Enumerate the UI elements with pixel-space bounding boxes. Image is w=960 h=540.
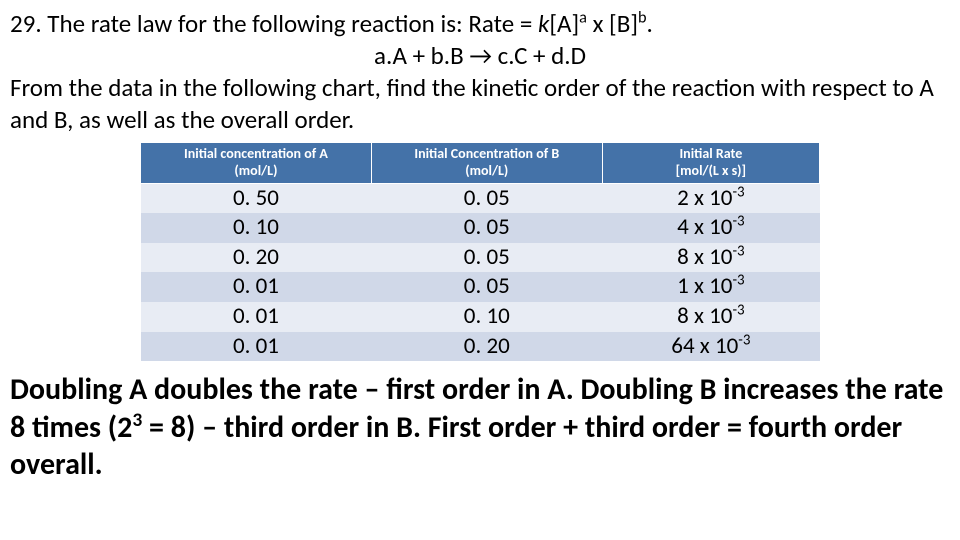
header-r-l2: [mol/(L x s)] xyxy=(676,162,746,179)
rate-exponent: -3 xyxy=(732,272,744,290)
cell-rate: 8 x 10-3 xyxy=(602,243,819,273)
cell-conc-a: 0. 10 xyxy=(141,213,372,243)
header-b-l1: Initial Concentration of B xyxy=(414,145,559,162)
table-row: 0. 010. 108 x 10-3 xyxy=(141,302,820,332)
rate-exponent: -3 xyxy=(738,331,750,349)
rate-exponent: -3 xyxy=(732,242,744,260)
cell-rate: 4 x 10-3 xyxy=(602,213,819,243)
cell-conc-a: 0. 20 xyxy=(141,243,372,273)
rate-exponent: -3 xyxy=(732,301,744,319)
q-mid2: x [B] xyxy=(587,8,638,39)
q-prefix: 29. The rate law for the following react… xyxy=(10,8,538,39)
table-row: 0. 200. 058 x 10-3 xyxy=(141,243,820,273)
cell-rate: 64 x 10-3 xyxy=(602,332,819,362)
rate-coef: 1 x 10 xyxy=(677,272,732,300)
table-row: 0. 010. 051 x 10-3 xyxy=(141,272,820,302)
answer-exp3: 3 xyxy=(132,408,142,432)
cell-conc-a: 0. 01 xyxy=(141,332,372,362)
cell-conc-a: 0. 01 xyxy=(141,272,372,302)
rate-constant-k: k xyxy=(538,8,549,39)
answer-part2: = 8) – third order in B. First order + t… xyxy=(10,409,902,484)
table-body: 0. 500. 052 x 10-30. 100. 054 x 10-30. 2… xyxy=(141,183,820,361)
cell-conc-b: 0. 10 xyxy=(371,302,602,332)
cell-conc-b: 0. 05 xyxy=(371,183,602,213)
table-row: 0. 500. 052 x 10-3 xyxy=(141,183,820,213)
rate-coef: 8 x 10 xyxy=(677,302,732,330)
header-col-b: Initial Concentration of B (mol/L) xyxy=(371,143,602,184)
cell-rate: 1 x 10-3 xyxy=(602,272,819,302)
rate-coef: 4 x 10 xyxy=(677,213,732,241)
exponent-a: a xyxy=(579,9,587,28)
header-a-l2: (mol/L) xyxy=(234,162,277,179)
cell-conc-b: 0. 05 xyxy=(371,243,602,273)
cell-conc-a: 0. 01 xyxy=(141,302,372,332)
question-line-1: 29. The rate law for the following react… xyxy=(10,8,950,40)
header-col-rate: Initial Rate [mol/(L x s)] xyxy=(602,143,819,184)
exponent-b: b xyxy=(638,9,647,28)
header-b-l2: (mol/L) xyxy=(465,162,508,179)
q-mid1: [A] xyxy=(549,8,579,39)
rate-coef: 2 x 10 xyxy=(677,184,732,212)
cell-conc-b: 0. 05 xyxy=(371,272,602,302)
cell-rate: 2 x 10-3 xyxy=(602,183,819,213)
rate-coef: 64 x 10 xyxy=(671,332,738,360)
table-row: 0. 010. 2064 x 10-3 xyxy=(141,332,820,362)
kinetics-data-table: Initial concentration of A (mol/L) Initi… xyxy=(140,142,820,361)
reaction-equation: a.A + b.B → c.C + d.D xyxy=(10,40,950,72)
table-row: 0. 100. 054 x 10-3 xyxy=(141,213,820,243)
cell-conc-a: 0. 50 xyxy=(141,183,372,213)
cell-conc-b: 0. 05 xyxy=(371,213,602,243)
rate-coef: 8 x 10 xyxy=(677,243,732,271)
rate-exponent: -3 xyxy=(732,213,744,231)
q-suffix: . xyxy=(647,8,653,39)
rate-exponent: -3 xyxy=(732,183,744,201)
header-col-a: Initial concentration of A (mol/L) xyxy=(141,143,372,184)
answer-text: Doubling A doubles the rate – first orde… xyxy=(10,371,950,484)
table-header-row: Initial concentration of A (mol/L) Initi… xyxy=(141,143,820,184)
question-line-3: From the data in the following chart, fi… xyxy=(10,72,950,136)
cell-conc-b: 0. 20 xyxy=(371,332,602,362)
question-block: 29. The rate law for the following react… xyxy=(10,8,950,136)
header-r-l1: Initial Rate xyxy=(679,145,742,162)
header-a-l1: Initial concentration of A xyxy=(184,145,328,162)
cell-rate: 8 x 10-3 xyxy=(602,302,819,332)
